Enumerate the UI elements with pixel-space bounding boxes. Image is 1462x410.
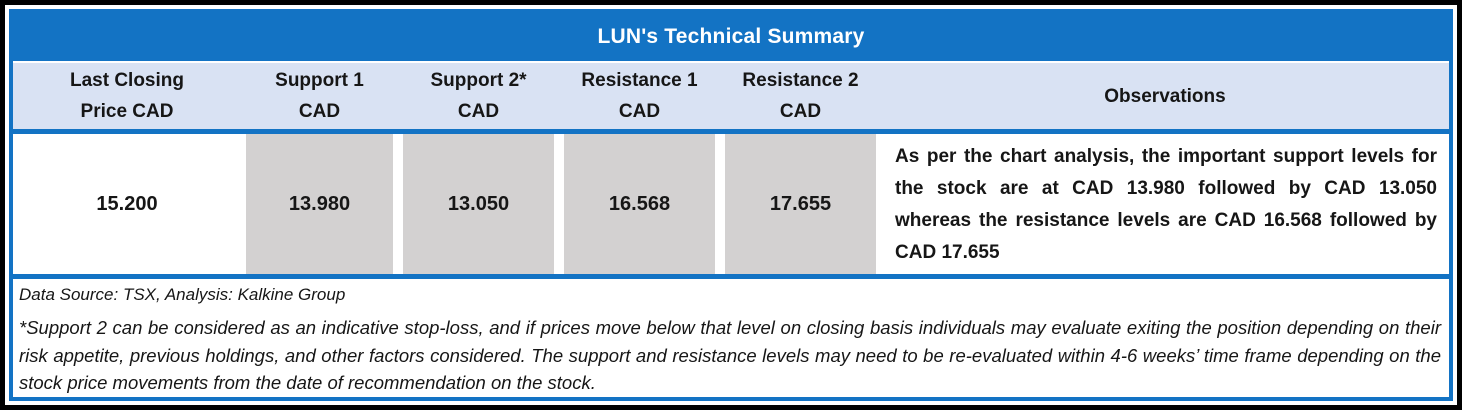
column-header-line1: Resistance 1 <box>581 70 698 91</box>
column-header-line1: Observations <box>1104 85 1226 107</box>
value-resistance-1: 16.568 <box>559 134 720 275</box>
last-closing-price-text: 15.200 <box>96 193 158 215</box>
data-source-text: Data Source: TSX, Analysis: Kalkine Grou… <box>19 284 346 304</box>
column-header-line2: CAD <box>779 101 822 122</box>
data-source-row: Data Source: TSX, Analysis: Kalkine Grou… <box>13 279 1449 310</box>
value-support-2: 13.050 <box>398 134 559 275</box>
header-separator-line <box>13 129 1449 134</box>
footnote-text: *Support 2 can be considered as an indic… <box>19 317 1441 393</box>
technical-summary-table: LUN's Technical Summary Last Closing Pri… <box>9 9 1453 401</box>
column-header-line2: Price CAD <box>80 101 174 122</box>
data-separator-line <box>13 274 1449 279</box>
column-header-support-1: Support 1 CAD <box>241 63 398 129</box>
column-header-line1: Last Closing <box>69 70 184 91</box>
column-header-observations: Observations <box>881 63 1449 129</box>
column-header-line1: Resistance 2 <box>742 70 859 91</box>
table-title: LUN's Technical Summary <box>597 25 865 48</box>
column-header-line2: CAD <box>618 101 661 122</box>
column-header-resistance-1: Resistance 1 CAD <box>559 63 720 129</box>
column-header-last-closing-price: Last Closing Price CAD <box>13 63 241 129</box>
column-header-resistance-2: Resistance 2 CAD <box>720 63 881 129</box>
table-title-bar: LUN's Technical Summary <box>13 13 1449 63</box>
column-header-line1: Support 1 <box>275 70 364 91</box>
value-support-1: 13.980 <box>241 134 398 275</box>
support-1-text: 13.980 <box>288 193 351 215</box>
page-background: LUN's Technical Summary Last Closing Pri… <box>5 5 1457 405</box>
value-last-closing-price: 15.200 <box>13 134 241 275</box>
resistance-2-text: 17.655 <box>769 193 832 215</box>
support-2-text: 13.050 <box>447 193 510 215</box>
resistance-1-text: 16.568 <box>608 193 671 215</box>
observations-text: As per the chart analysis, the important… <box>895 146 1437 263</box>
column-header-line1: Support 2* <box>430 70 527 91</box>
column-header-line2: CAD <box>457 101 500 122</box>
table-data-row: 15.200 13.980 13.050 16.568 17.655 As pe… <box>13 134 1449 275</box>
column-header-line2: CAD <box>298 101 341 122</box>
observations-cell: As per the chart analysis, the important… <box>881 134 1449 275</box>
column-header-support-2: Support 2* CAD <box>398 63 559 129</box>
footnote-row: *Support 2 can be considered as an indic… <box>13 310 1449 397</box>
value-resistance-2: 17.655 <box>720 134 881 275</box>
table-header-row: Last Closing Price CAD Support 1 CAD Sup… <box>13 63 1449 129</box>
